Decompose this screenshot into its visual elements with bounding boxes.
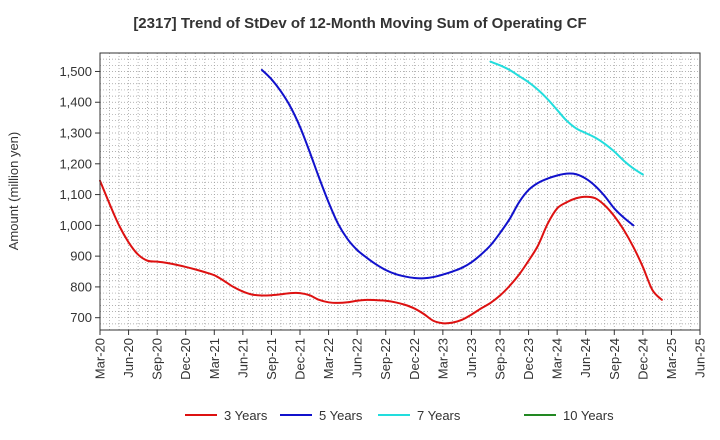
x-tick-label: Jun-22 xyxy=(350,338,365,378)
y-tick-label: 1,100 xyxy=(59,187,92,202)
legend-label-3-years: 3 Years xyxy=(224,408,268,423)
legend: 3 Years 5 Years 7 Years 10 Years xyxy=(185,408,614,423)
x-tick-label: Jun-25 xyxy=(693,338,708,378)
x-tick-label: Sep-21 xyxy=(264,338,279,380)
y-tick-label: 1,200 xyxy=(59,156,92,171)
y-ticks: 700 800 900 1,000 1,100 1,200 1,300 1,400 1,500 xyxy=(59,64,100,325)
legend-label-10-years: 10 Years xyxy=(563,408,614,423)
series-line-5-years xyxy=(260,68,635,280)
y-tick-label: 900 xyxy=(70,249,92,264)
legend-label-5-years: 5 Years xyxy=(319,408,363,423)
plot-area xyxy=(100,53,700,330)
x-tick-label: Jun-23 xyxy=(464,338,479,378)
x-tick-label: Mar-20 xyxy=(93,338,108,379)
y-axis-label: Amount (million yen) xyxy=(6,132,21,251)
x-tick-label: Jun-24 xyxy=(578,338,593,378)
x-tick-label: Mar-23 xyxy=(435,338,450,379)
x-tick-label: Sep-23 xyxy=(493,338,508,380)
series-line-3-years xyxy=(99,179,663,325)
y-tick-label: 700 xyxy=(70,310,92,325)
x-tick-label: Dec-24 xyxy=(635,338,650,380)
x-tick-label: Sep-24 xyxy=(607,338,622,380)
series-layer xyxy=(99,60,663,325)
y-tick-label: 1,000 xyxy=(59,218,92,233)
x-tick-label: Dec-22 xyxy=(407,338,422,380)
x-tick-label: Dec-21 xyxy=(293,338,308,380)
grid xyxy=(100,53,700,330)
legend-label-7-years: 7 Years xyxy=(417,408,461,423)
x-tick-label: Jun-21 xyxy=(235,338,250,378)
x-tick-label: Mar-22 xyxy=(321,338,336,379)
x-tick-label: Mar-25 xyxy=(664,338,679,379)
y-tick-label: 1,300 xyxy=(59,126,92,141)
plot-border xyxy=(99,52,701,331)
y-tick-label: 1,400 xyxy=(59,95,92,110)
chart-title: [2317] Trend of StDev of 12-Month Moving… xyxy=(133,15,586,32)
x-tick-label: Mar-24 xyxy=(550,338,565,379)
x-tick-label: Sep-20 xyxy=(150,338,165,380)
x-tick-label: Jun-20 xyxy=(121,338,136,378)
series-line-7-years xyxy=(489,60,644,176)
x-tick-label: Dec-23 xyxy=(521,338,536,380)
x-tick-label: Dec-20 xyxy=(178,338,193,380)
x-tick-label: Sep-22 xyxy=(378,338,393,380)
y-tick-label: 800 xyxy=(70,279,92,294)
x-ticks: Mar-20 Jun-20 Sep-20 Dec-20 Mar-21 Jun-21 Sep-… xyxy=(93,330,708,380)
x-tick-label: Mar-21 xyxy=(207,338,222,379)
y-tick-label: 1,500 xyxy=(59,64,92,79)
